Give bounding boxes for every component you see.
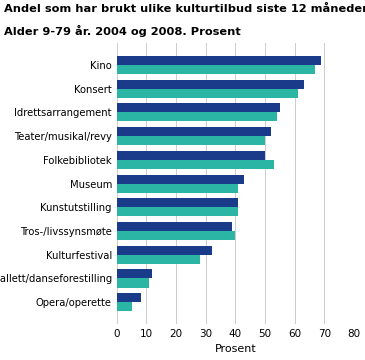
Bar: [117, 136, 265, 145]
Bar: [117, 184, 238, 193]
Bar: [117, 175, 244, 184]
Bar: [117, 279, 149, 288]
Text: Andel som har brukt ulike kulturtilbud siste 12 måneder.: Andel som har brukt ulike kulturtilbud s…: [4, 4, 365, 14]
Bar: [117, 231, 235, 240]
Bar: [117, 65, 315, 74]
Bar: [117, 112, 277, 121]
Bar: [117, 160, 274, 169]
Bar: [117, 302, 132, 311]
Bar: [117, 56, 322, 65]
Bar: [117, 270, 153, 279]
Bar: [117, 103, 280, 112]
Bar: [117, 80, 304, 89]
Bar: [117, 222, 233, 231]
Bar: [117, 127, 271, 136]
Bar: [117, 293, 141, 302]
Text: Alder 9-79 år. 2004 og 2008. Prosent: Alder 9-79 år. 2004 og 2008. Prosent: [4, 25, 241, 37]
Bar: [117, 198, 238, 207]
Bar: [117, 246, 212, 255]
Bar: [117, 207, 238, 216]
Bar: [117, 89, 298, 98]
Bar: [117, 151, 265, 160]
X-axis label: Prosent: Prosent: [215, 345, 256, 354]
Bar: [117, 255, 200, 264]
